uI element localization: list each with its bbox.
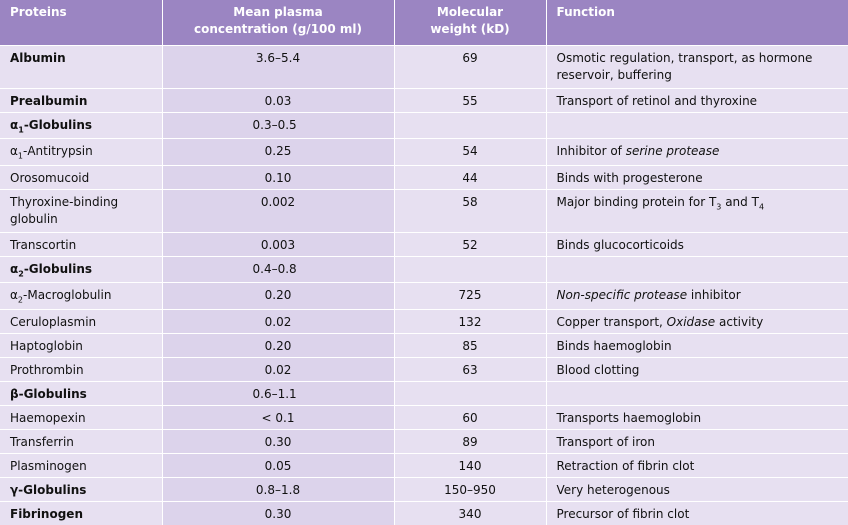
function-text	[546, 255, 848, 283]
protein-name: Haptoglobin	[0, 332, 163, 358]
mw-value: 340	[394, 500, 547, 525]
mw-value: 69	[394, 45, 547, 89]
function-text: Transports haemoglobin	[546, 404, 848, 430]
mw-value: 132	[394, 308, 547, 334]
concentration-value: 0.03	[162, 88, 395, 113]
table-row: Transcortin 0.003 52 Binds glucocorticoi…	[0, 231, 848, 257]
concentration-value: 0.10	[162, 164, 395, 190]
table-row: Haptoglobin 0.20 85 Binds haemoglobin	[0, 332, 848, 358]
function-text: Osmotic regulation, transport, as hormon…	[546, 45, 848, 89]
mw-value: 54	[394, 138, 547, 166]
protein-name: Albumin	[0, 45, 163, 89]
concentration-value: 0.30	[162, 500, 395, 525]
concentration-value: 0.003	[162, 231, 395, 257]
function-text: Retraction of fibrin clot	[546, 452, 848, 478]
concentration-value: < 0.1	[162, 404, 395, 430]
mw-value: 85	[394, 332, 547, 358]
function-text: Binds haemoglobin	[546, 332, 848, 358]
mw-value	[394, 111, 547, 139]
protein-name: Transcortin	[0, 231, 163, 257]
function-text: Precursor of fibrin clot	[546, 500, 848, 525]
concentration-value: 0.002	[162, 188, 395, 233]
table-row: α1-Antitrypsin 0.25 54 Inhibitor of seri…	[0, 138, 848, 166]
function-text: Copper transport, Oxidase activity	[546, 308, 848, 334]
header-row: Proteins Mean plasma concentration (g/100…	[0, 0, 848, 46]
table-row: α2-Macroglobulin 0.20 725 Non-specific p…	[0, 282, 848, 310]
table-row: Ceruloplasmin 0.02 132 Copper transport,…	[0, 308, 848, 334]
protein-name: Prealbumin	[0, 88, 163, 113]
protein-name: α1-Antitrypsin	[0, 138, 163, 166]
mw-value: 58	[394, 188, 547, 233]
protein-name: Haemopexin	[0, 404, 163, 430]
table-row: Albumin 3.6–5.4 69 Osmotic regulation, t…	[0, 45, 848, 89]
mw-value: 63	[394, 356, 547, 382]
function-text: Transport of retinol and thyroxine	[546, 88, 848, 113]
concentration-value: 0.3–0.5	[162, 111, 395, 139]
concentration-value: 0.4–0.8	[162, 255, 395, 283]
concentration-value: 0.20	[162, 332, 395, 358]
header-proteins: Proteins	[0, 0, 163, 46]
concentration-value: 0.05	[162, 452, 395, 478]
table-row: Prothrombin 0.02 63 Blood clotting	[0, 356, 848, 382]
protein-name: α2-Globulins	[0, 255, 163, 283]
function-text: Non-specific protease inhibitor	[546, 282, 848, 310]
function-text: Transport of iron	[546, 428, 848, 454]
protein-name: Orosomucoid	[0, 164, 163, 190]
function-text: Binds with progesterone	[546, 164, 848, 190]
table-row: Orosomucoid 0.10 44 Binds with progester…	[0, 164, 848, 190]
protein-name: Ceruloplasmin	[0, 308, 163, 334]
table-row: α1-Globulins 0.3–0.5	[0, 111, 848, 139]
mw-value: 150–950	[394, 476, 547, 502]
mw-value: 725	[394, 282, 547, 310]
mw-value: 44	[394, 164, 547, 190]
function-text: Very heterogenous	[546, 476, 848, 502]
protein-name: α2-Macroglobulin	[0, 282, 163, 310]
concentration-value: 0.6–1.1	[162, 380, 395, 406]
mw-value	[394, 380, 547, 406]
protein-name: Prothrombin	[0, 356, 163, 382]
header-molecular-weight: Molecular weight (kD)	[394, 0, 547, 46]
table-row: Prealbumin 0.03 55 Transport of retinol …	[0, 88, 848, 113]
concentration-value: 0.20	[162, 282, 395, 310]
function-text: Blood clotting	[546, 356, 848, 382]
table-row: Transferrin 0.30 89 Transport of iron	[0, 428, 848, 454]
mw-value: 55	[394, 88, 547, 113]
function-text	[546, 380, 848, 406]
concentration-value: 0.8–1.8	[162, 476, 395, 502]
concentration-value: 0.02	[162, 356, 395, 382]
table-row: Fibrinogen 0.30 340 Precursor of fibrin …	[0, 500, 848, 525]
table-row: β-Globulins 0.6–1.1	[0, 380, 848, 406]
function-text: Inhibitor of serine protease	[546, 138, 848, 166]
protein-name: β-Globulins	[0, 380, 163, 406]
function-text: Binds glucocorticoids	[546, 231, 848, 257]
table-row: γ-Globulins 0.8–1.8 150–950 Very heterog…	[0, 476, 848, 502]
mw-value: 52	[394, 231, 547, 257]
protein-name: Plasminogen	[0, 452, 163, 478]
concentration-value: 0.02	[162, 308, 395, 334]
table-row: Plasminogen 0.05 140 Retraction of fibri…	[0, 452, 848, 478]
concentration-value: 0.25	[162, 138, 395, 166]
table-row: Thyroxine-binding globulin 0.002 58 Majo…	[0, 188, 848, 233]
protein-name: Transferrin	[0, 428, 163, 454]
function-text: Major binding protein for T3 and T4	[546, 188, 848, 233]
table-row: α2-Globulins 0.4–0.8	[0, 255, 848, 283]
mw-value: 60	[394, 404, 547, 430]
header-concentration: Mean plasma concentration (g/100 ml)	[162, 0, 395, 46]
concentration-value: 3.6–5.4	[162, 45, 395, 89]
protein-name: γ-Globulins	[0, 476, 163, 502]
concentration-value: 0.30	[162, 428, 395, 454]
protein-name: Thyroxine-binding globulin	[0, 188, 163, 233]
protein-name: Fibrinogen	[0, 500, 163, 525]
function-text	[546, 111, 848, 139]
table-row: Haemopexin < 0.1 60 Transports haemoglob…	[0, 404, 848, 430]
mw-value: 89	[394, 428, 547, 454]
mw-value	[394, 255, 547, 283]
mw-value: 140	[394, 452, 547, 478]
header-function: Function	[546, 0, 848, 46]
protein-name: α1-Globulins	[0, 111, 163, 139]
